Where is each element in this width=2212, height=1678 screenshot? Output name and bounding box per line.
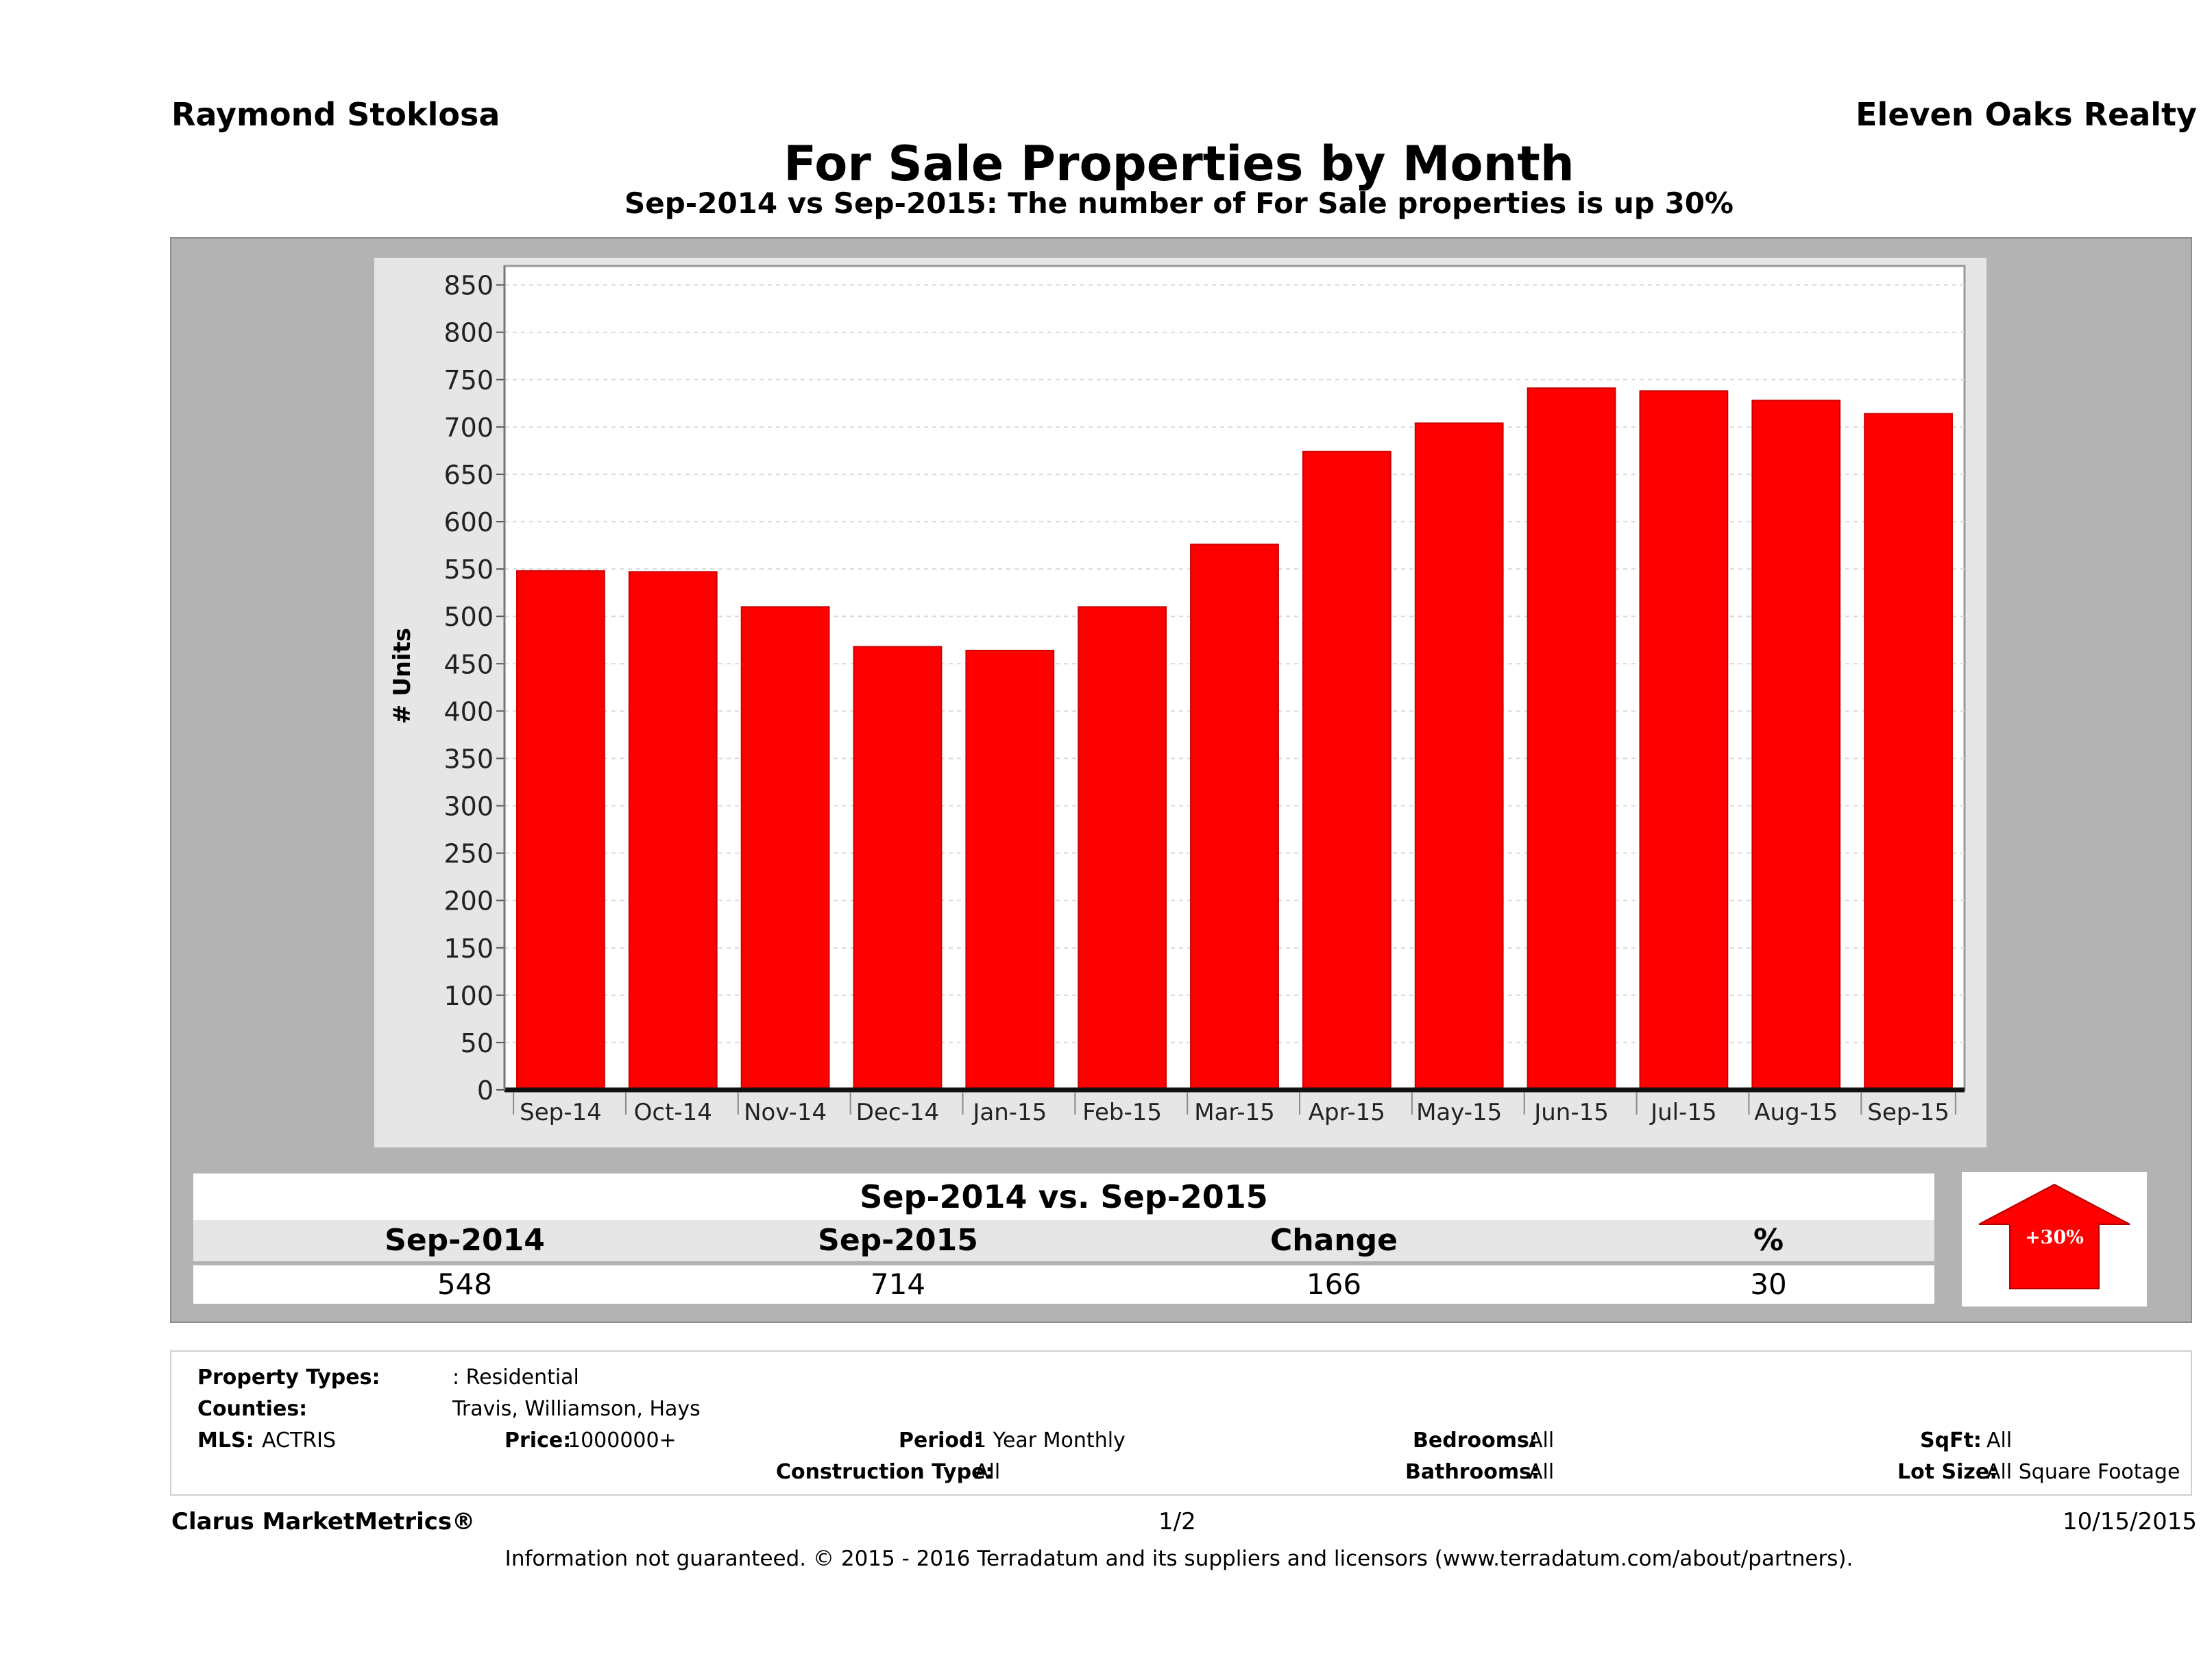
y-tick-label: 550 [443,555,494,585]
comparison-heading: Sep-2014 vs. Sep-2015 [193,1174,1934,1220]
bar-Oct-14 [628,571,718,1091]
lot-size-label: Lot Size: [1897,1460,1998,1484]
y-tick-label: 150 [443,934,494,964]
y-tick-label: 850 [443,271,494,301]
y-tick-label: 500 [443,602,494,632]
construction-label: Construction Type: [776,1460,994,1484]
badge-text: +30% [2025,1227,2084,1248]
change-badge: +30% [1962,1172,2147,1306]
agent-name: Raymond Stoklosa [171,96,500,133]
x-tick-label: Mar-15 [1194,1099,1275,1126]
comparison-labels-row: Sep-2014 Sep-2015 Change % [193,1220,1934,1261]
x-tick-label: Sep-15 [1867,1099,1949,1126]
footer-brand: Clarus MarketMetrics® [171,1508,476,1535]
bar-Sep-15 [1864,413,1953,1091]
bar-Aug-15 [1751,400,1841,1091]
period-value: 1 Year Monthly [973,1428,1126,1452]
bar-chart: 0 50 100 150 200 250 300 350 400 450 500 550 600 650 7… [389,265,1966,1126]
x-tick-label: Apr-15 [1309,1099,1385,1126]
bar-Mar-15 [1190,544,1279,1091]
counties-value: Travis, Williamson, Hays [452,1397,701,1421]
comparison-values-row: 548 714 166 30 [193,1265,1934,1304]
chart-title: For Sale Properties by Month [783,136,1575,192]
page-number: 1/2 [1158,1508,1196,1535]
x-tick-label: Jul-15 [1649,1099,1717,1126]
bar-Jan-15 [965,649,1055,1091]
sqft-value: All [1986,1428,2013,1452]
value-percent: 30 [1750,1267,1787,1301]
bar-Nov-14 [740,606,830,1091]
value-change: 166 [1306,1267,1362,1301]
disclaimer: Information not guaranteed. © 2015 - 201… [505,1546,1854,1571]
y-tick-label: 100 [443,981,494,1011]
bedrooms-label: Bedrooms: [1413,1428,1538,1452]
bar-Feb-15 [1078,606,1167,1091]
y-tick-label: 400 [443,696,494,727]
search-criteria: Property Types: : Residential Counties: … [170,1350,2192,1496]
bathrooms-label: Bathrooms: [1405,1460,1540,1484]
label-sep-2015: Sep-2015 [818,1223,978,1258]
y-tick-label: 650 [443,460,494,490]
bars [516,387,1953,1091]
x-tick-label: May-15 [1416,1099,1502,1126]
x-tick-label: Dec-14 [856,1099,939,1126]
x-tick-label: Jan-15 [971,1099,1047,1126]
y-tick-label: 200 [443,886,494,916]
y-axis: 0 50 100 150 200 250 300 350 400 450 500 550 600 650 7… [443,271,505,1106]
y-tick-label: 600 [443,507,494,537]
x-tick-label: Oct-14 [634,1099,712,1126]
price-label: Price: [505,1428,572,1452]
x-tick-label: Sep-14 [520,1099,602,1126]
brokerage-name: Eleven Oaks Realty [1856,96,2197,133]
x-tick-label: Jun-15 [1533,1099,1609,1126]
counties-label: Counties: [197,1397,308,1421]
bathrooms-value: All [1529,1460,1555,1484]
label-percent: % [1753,1223,1784,1258]
lot-size-value: All Square Footage [1986,1460,2180,1484]
construction-value: All [975,1460,1001,1484]
y-tick-label: 50 [461,1028,494,1058]
x-axis: Sep-14 Oct-14 Nov-14 Dec-14 Jan-15 Feb-15 Mar-… [503,266,1965,1126]
x-tick-label: Feb-15 [1082,1099,1162,1126]
chart-subtitle: Sep-2014 vs Sep-2015: The number of For … [624,186,1734,220]
period-label: Period: [899,1428,982,1452]
price-value: 1000000+ [568,1428,677,1452]
label-sep-2014: Sep-2014 [385,1223,545,1258]
y-tick-label: 250 [443,839,494,869]
value-sep-2014: 548 [437,1267,493,1301]
x-tick-label: Nov-14 [744,1099,827,1126]
bar-Apr-15 [1302,450,1391,1091]
x-tick-label: Aug-15 [1754,1099,1838,1126]
bar-Dec-14 [853,646,943,1091]
property-types-value: : Residential [452,1365,579,1389]
y-tick-label: 0 [477,1075,494,1106]
mls-label: MLS: [197,1428,254,1452]
y-tick-label: 350 [443,744,494,774]
bar-Sep-14 [516,570,605,1091]
sqft-label: SqFt: [1920,1428,1982,1452]
report-date: 10/15/2015 [2063,1508,2197,1535]
y-tick-label: 800 [443,318,494,348]
bar-Jul-15 [1639,390,1729,1091]
property-types-label: Property Types: [197,1365,380,1389]
y-tick-label: 700 [443,413,494,443]
label-change: Change [1270,1223,1398,1258]
y-axis-label: # Units [389,628,416,724]
y-tick-label: 450 [443,649,494,679]
value-sep-2015: 714 [870,1267,926,1301]
y-tick-label: 300 [443,792,494,822]
bar-May-15 [1414,422,1504,1091]
y-tick-label: 750 [443,365,494,396]
bedrooms-value: All [1529,1428,1555,1452]
mls-value: ACTRIS [262,1428,337,1452]
up-arrow-icon: +30% [1978,1183,2130,1289]
bar-Jun-15 [1527,387,1616,1091]
